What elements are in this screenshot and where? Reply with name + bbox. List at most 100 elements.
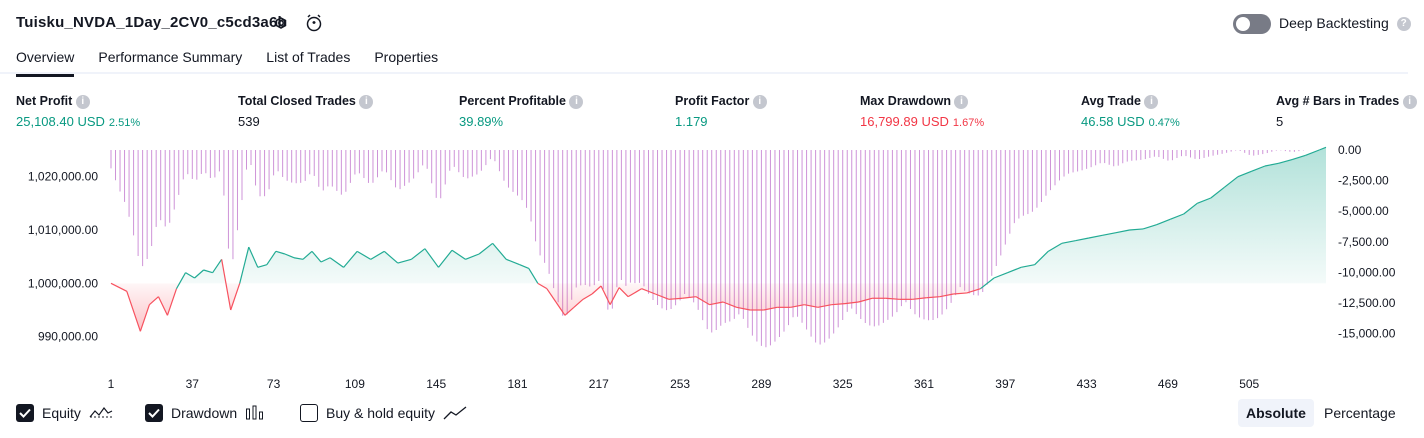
stat-avg-trade: Avg Trade i 46.58 USD 0.47% [1081,94,1180,129]
equity-line-segment [221,259,232,311]
equity-line-segment [668,297,683,300]
equity-line-segment [804,304,818,308]
equity-line-segment [1169,213,1184,220]
x-axis-tick-label: 361 [914,377,934,391]
equity-line-segment [844,301,859,305]
equity-line-segment [980,277,995,290]
x-axis-tick-label: 289 [751,377,771,391]
equity-line-segment [528,268,539,284]
tab-divider [0,72,1408,74]
equity-line-segment [166,288,178,316]
legend-drawdown[interactable]: Drawdown [145,404,265,422]
info-icon[interactable]: i [1402,94,1417,109]
settings-icon[interactable] [270,12,292,34]
equity-line-segment [1021,264,1035,268]
equity-line-segment [1156,218,1171,226]
legend-equity[interactable]: Equity [16,404,113,422]
drawdown-bars-icon [246,405,264,420]
stat-profit-factor: Profit Factor i 1.179 [675,94,767,129]
equity-line-segment [1319,146,1327,151]
equity-line-segment [1210,186,1225,199]
equity-line-segment [370,250,385,260]
tab-bar: Overview Performance Summary List of Tra… [16,46,438,77]
info-icon[interactable]: i [569,94,584,109]
tab-list-of-trades[interactable]: List of Trades [266,49,351,65]
equity-line-segment [966,288,981,294]
equity-line-segment [618,287,629,298]
left-axis-tick-label: 1,000,000.00 [28,276,98,290]
stat-percent: 1.67% [952,116,985,129]
stat-percent-profitable: Percent Profitable i 39.89% [459,94,584,129]
equity-line-segment [175,272,187,289]
left-axis-tick-label: 1,010,000.00 [28,223,98,237]
equity-line-segment [763,306,778,311]
stat-avg-bars: Avg # Bars in Trades i 5 [1276,94,1417,129]
info-icon[interactable]: i [75,94,90,109]
equity-line-segment [126,291,141,332]
stat-label: Max Drawdown [860,94,951,108]
absolute-button[interactable]: Absolute [1238,399,1314,427]
equity-line-segment [424,248,439,268]
right-axis-tick-label: -2,500.00 [1338,174,1389,188]
drawdown-label: Drawdown [171,405,238,421]
equity-loss-area [111,283,1326,332]
add-alert-icon[interactable] [303,12,325,34]
stat-value: 1.179 [675,113,708,129]
equity-line-segment [257,264,267,268]
right-axis-tick-label: -7,500.00 [1338,235,1389,249]
legend-buy-hold[interactable]: Buy & hold equity [300,404,467,422]
equity-line-segment [1088,234,1103,239]
deep-backtesting-toggle[interactable] [1233,14,1271,34]
equity-line-segment [736,306,751,311]
equity-line-segment [275,250,286,255]
stat-label: Profit Factor [675,94,750,108]
help-icon[interactable]: ? [1396,17,1411,32]
equity-drawdown-chart[interactable]: 1,020,000.00 1,010,000.00 1,000,000.00 990,… [0,140,1424,395]
equity-line-segment [343,250,358,268]
equity-line-segment [537,282,548,290]
stat-net-profit: Net Profit i 25,108.40 USD 2.51% [16,94,140,129]
x-axis-tick-label: 217 [589,377,609,391]
equity-line-segment [284,253,295,259]
info-icon[interactable]: i [359,94,374,109]
x-axis-tick-label: 325 [833,377,853,391]
tab-overview[interactable]: Overview [16,46,75,77]
percentage-button[interactable]: Percentage [1324,405,1396,421]
equity-checkbox[interactable] [16,404,34,422]
equity-line-segment [519,264,530,269]
equity-line-segment [655,293,670,300]
equity-line-segment [885,297,900,300]
equity-line-segment [230,283,241,311]
equity-line-segment [437,249,453,268]
equity-line-segment [239,246,250,284]
right-axis-tick-label: -5,000.00 [1338,204,1389,218]
x-axis-tick-label: 37 [186,377,200,391]
info-icon[interactable]: i [1144,94,1159,109]
x-axis-tick-label: 253 [670,377,690,391]
equity-line-segment [609,287,620,305]
equity-line-segment [682,296,696,299]
info-icon[interactable]: i [954,94,969,109]
stat-label: Net Profit [16,94,73,108]
equity-label: Equity [42,405,81,421]
buy-hold-checkbox[interactable] [300,404,318,422]
equity-line-segment [564,306,575,316]
drawdown-checkbox[interactable] [145,404,163,422]
equity-line-segment [110,282,128,292]
info-icon[interactable]: i [752,94,767,109]
x-axis-tick-label: 145 [426,377,446,391]
stat-value: 16,799.89 USD [860,113,949,129]
equity-line-segment [1251,165,1266,172]
x-axis-tick-label: 109 [345,377,365,391]
equity-line-segment [912,297,927,300]
equity-line-segment [817,304,832,308]
stat-max-drawdown: Max Drawdown i 16,799.89 USD 1.67% [860,94,984,129]
stat-percent: 0.47% [1148,116,1180,129]
equity-line-segment [546,288,557,303]
equity-line-segment [329,257,344,268]
equity-line-segment [266,250,277,266]
tab-properties[interactable]: Properties [374,49,439,65]
tab-performance-summary[interactable]: Performance Summary [98,49,243,65]
equity-line-segment [573,298,584,308]
equity-line-segment [1305,149,1320,156]
